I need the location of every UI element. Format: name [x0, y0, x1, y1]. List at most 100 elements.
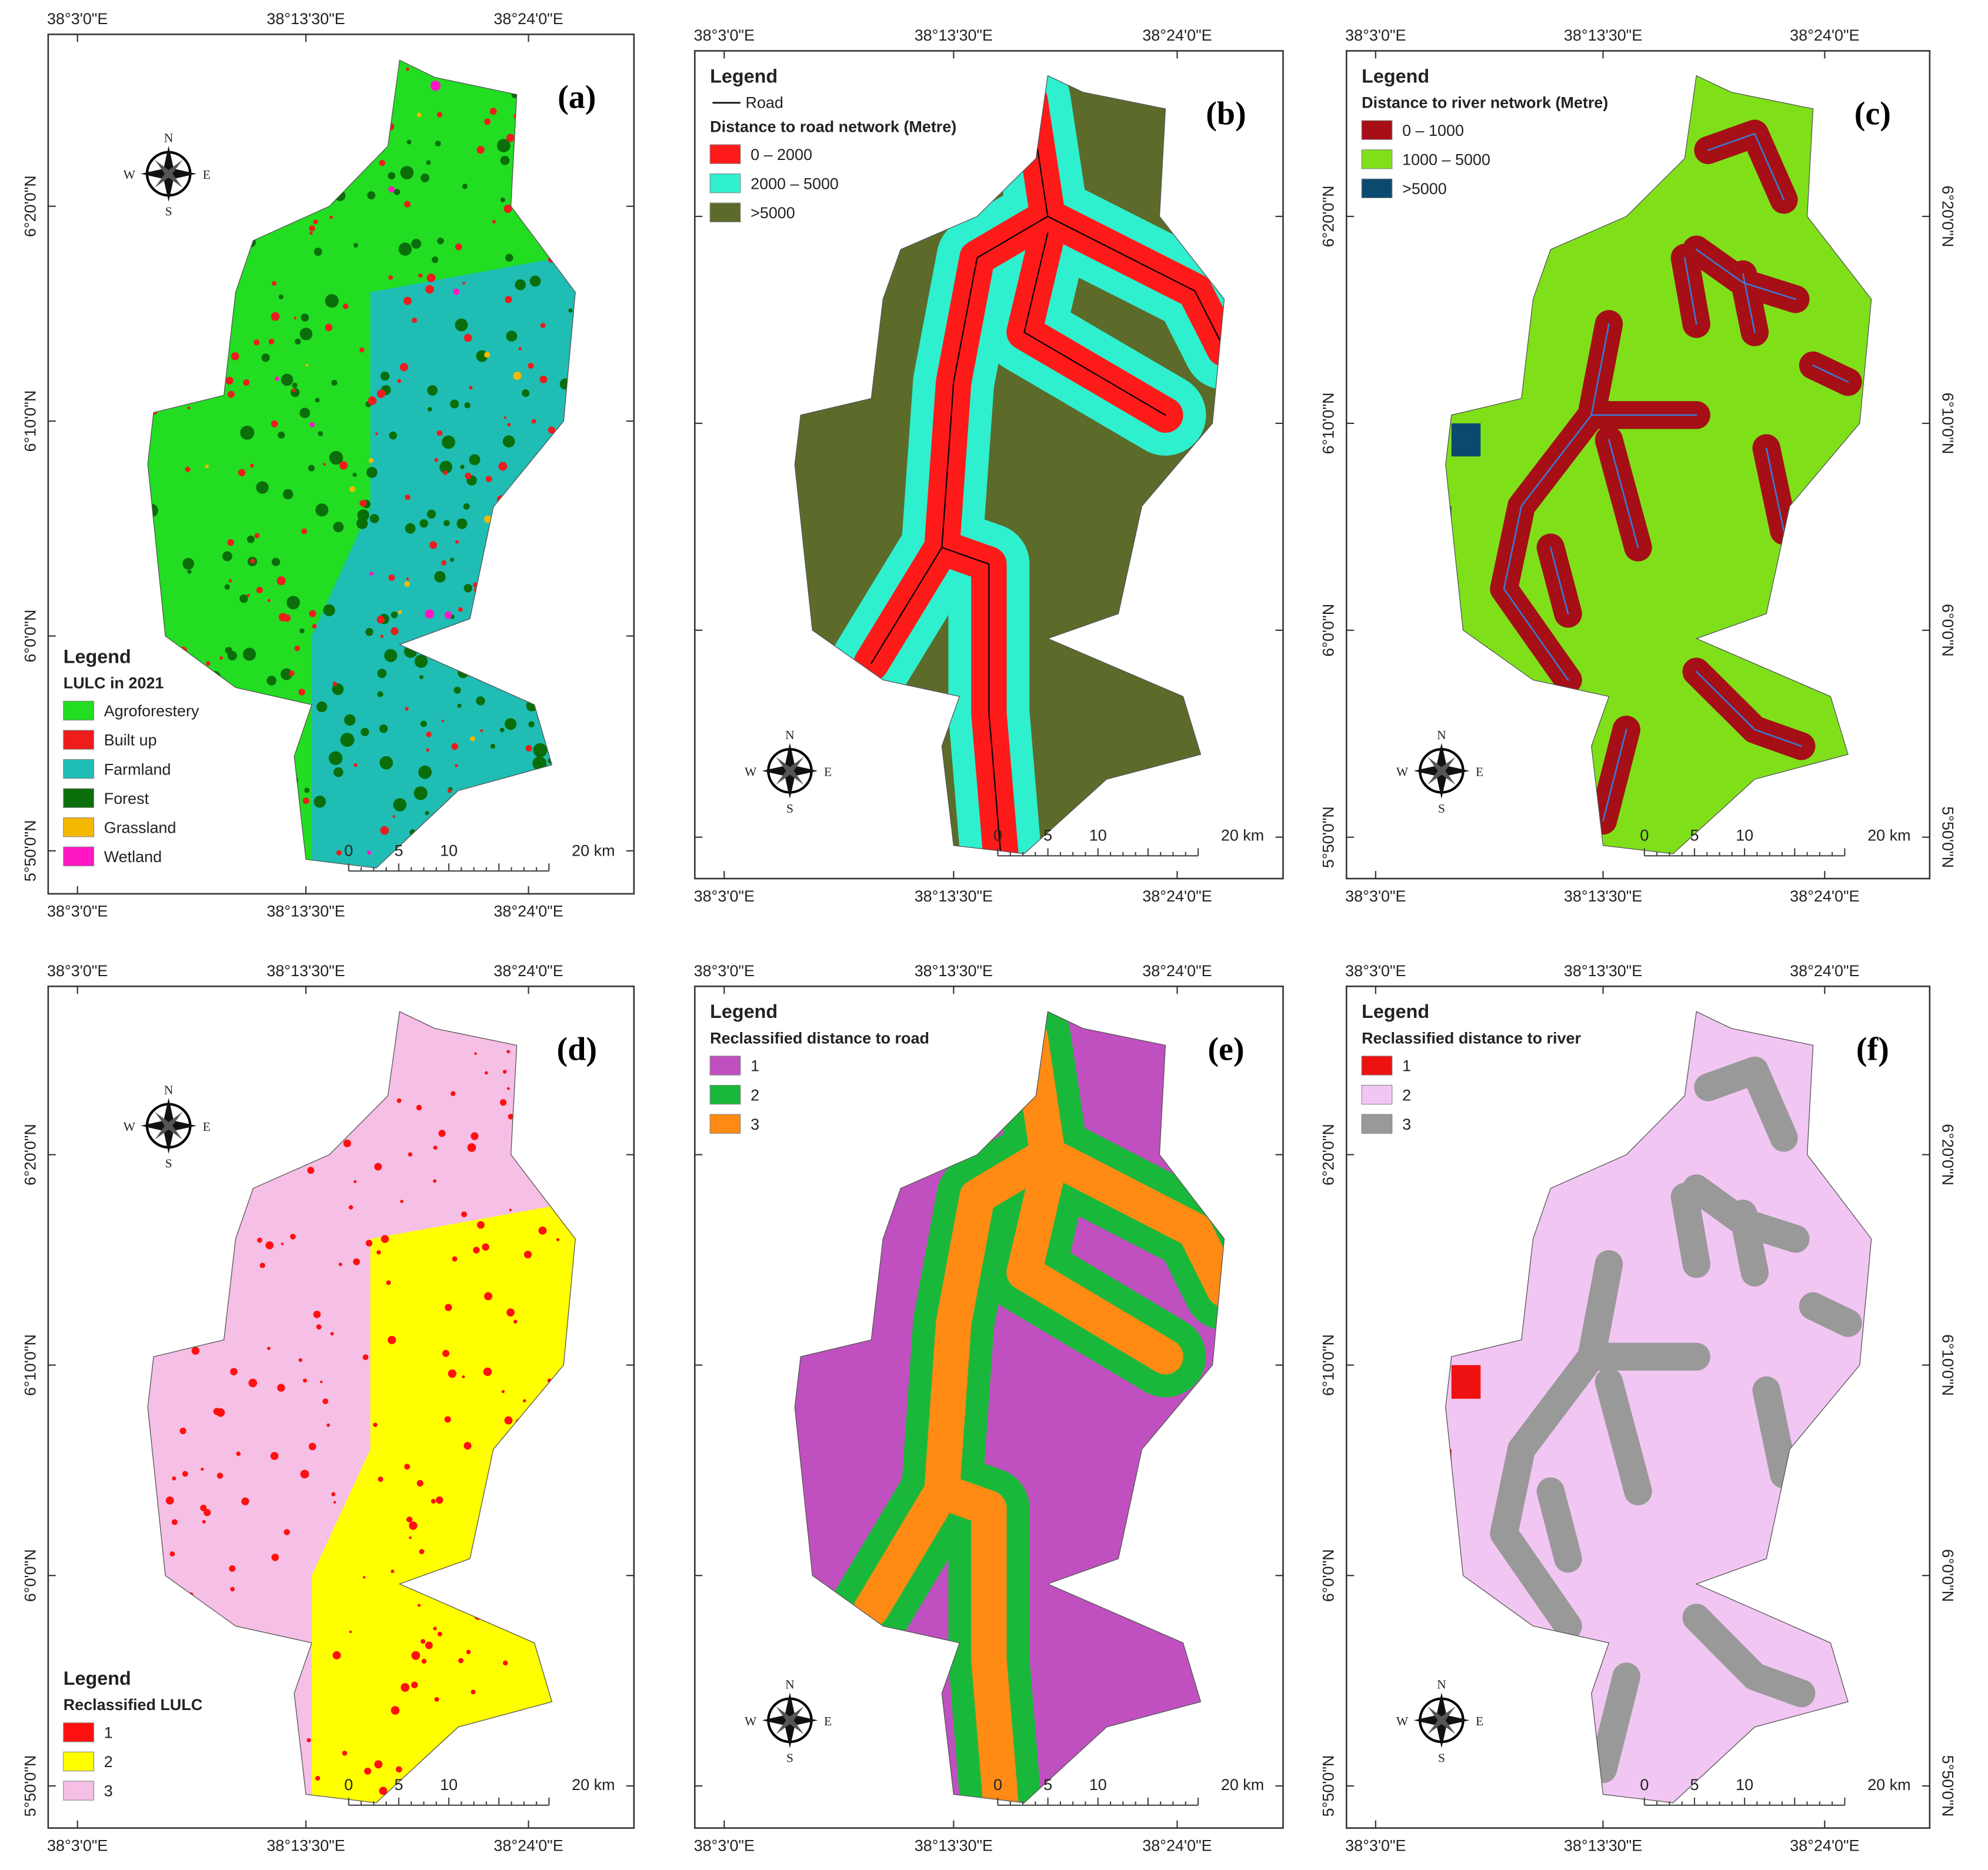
land-patch [374, 1760, 383, 1769]
map-outline [794, 75, 1225, 854]
land-patch [441, 719, 445, 723]
buffer-inner [1012, 1019, 1225, 1307]
land-patch [384, 649, 398, 662]
land-patch [538, 1226, 547, 1235]
land-patch [298, 1358, 302, 1363]
river-line [1812, 365, 1849, 383]
land-patch [412, 318, 418, 323]
land-patch [393, 189, 401, 195]
compass-letter: N [1437, 728, 1446, 742]
legend-title: Legend [1362, 1001, 1429, 1022]
land-patch [270, 1452, 279, 1460]
land-patch [499, 1099, 507, 1106]
land-patch [276, 576, 286, 586]
legend-swatch [1361, 178, 1393, 199]
land-patch [417, 1604, 421, 1607]
land-patch [485, 1071, 488, 1075]
land-patch [376, 615, 385, 624]
land-patch [365, 1240, 373, 1247]
land-patch [328, 751, 343, 766]
land-patch [471, 1689, 476, 1695]
land-patch [272, 280, 277, 286]
legend-label: 2 [1402, 1086, 1411, 1104]
land-patch [540, 322, 546, 328]
land-patch [301, 313, 309, 322]
land-patch [416, 1480, 423, 1487]
river-line [1503, 323, 1610, 681]
left-coord: 6°0'0"N [1320, 1549, 1337, 1602]
river-line [1765, 447, 1785, 532]
land-patch [426, 160, 431, 165]
land-patch [502, 1070, 507, 1074]
land-patch [432, 256, 439, 263]
land-patch [419, 674, 424, 680]
land-patch [259, 1263, 265, 1268]
river-buffer [1799, 1292, 1862, 1337]
compass-letter: E [203, 168, 211, 182]
land-patch [408, 1152, 413, 1157]
land-patch [301, 528, 308, 535]
land-patch [458, 607, 463, 612]
compass-letter: E [1476, 1714, 1483, 1728]
land-patch [418, 765, 432, 779]
land-patch [293, 316, 297, 320]
land-patch [330, 1332, 334, 1335]
land-patch [375, 432, 378, 435]
bottom-coord: 38°24'0"E [493, 1836, 563, 1854]
land-patch [437, 237, 444, 245]
left-coord: 6°0'0"N [21, 1549, 39, 1602]
land-patch [411, 239, 422, 249]
land-patch [380, 826, 389, 835]
land-patch [377, 669, 387, 679]
land-patch [450, 399, 459, 409]
right-coord: 5°50'0"N [1939, 806, 1956, 868]
land-patch [361, 727, 369, 737]
bottom-coord: 38°13'30"E [915, 887, 993, 905]
land-patch [342, 303, 349, 309]
land-patch [425, 1641, 433, 1649]
land-patch [353, 1258, 361, 1265]
left-coord: 5°50'0"N [1320, 1755, 1337, 1817]
land-patch [421, 1639, 426, 1644]
land-patch [332, 683, 344, 695]
land-patch [261, 353, 270, 362]
land-patch [298, 689, 305, 696]
legend-subtitle: LULC in 2021 [64, 674, 164, 692]
land-patch [356, 517, 368, 529]
map-outline [147, 59, 576, 869]
land-patch [388, 186, 395, 193]
legend-swatch [1361, 120, 1393, 140]
land-patch [426, 509, 436, 519]
land-patch [409, 1521, 418, 1530]
river-line [1684, 257, 1697, 325]
land-patch [501, 1390, 505, 1394]
land-patch [380, 371, 390, 381]
land-patch [500, 155, 510, 165]
left-coord: 6°10'0"N [1320, 392, 1337, 454]
land-patch [348, 1205, 353, 1210]
land-patch [229, 1565, 236, 1572]
legend-swatch [63, 788, 95, 808]
panel-label: (a) [558, 79, 596, 115]
land-patch [405, 707, 409, 711]
land-patch [307, 1167, 315, 1174]
land-patch [391, 1706, 400, 1715]
land-patch [326, 1423, 330, 1427]
map-panel: 38°3'0"E 38°13'30"E 38°24'0"E 38°3'0"E 38°13… [21, 10, 635, 920]
land-patch [379, 756, 393, 770]
land-patch [419, 1549, 425, 1554]
land-patch [182, 1471, 188, 1477]
land-patch [243, 647, 256, 661]
road-line [870, 215, 1049, 664]
top-coord: 38°13'30"E [915, 26, 993, 44]
land-patch [391, 627, 399, 636]
land-patch [364, 1767, 372, 1775]
land-patch [469, 386, 473, 390]
land-patch [290, 1233, 296, 1240]
land-patch [380, 635, 383, 638]
land-patch [508, 1114, 514, 1120]
top-coord: 38°24'0"E [493, 10, 563, 28]
land-patch [376, 1250, 381, 1255]
land-patch [398, 242, 412, 256]
land-patch [308, 465, 315, 472]
